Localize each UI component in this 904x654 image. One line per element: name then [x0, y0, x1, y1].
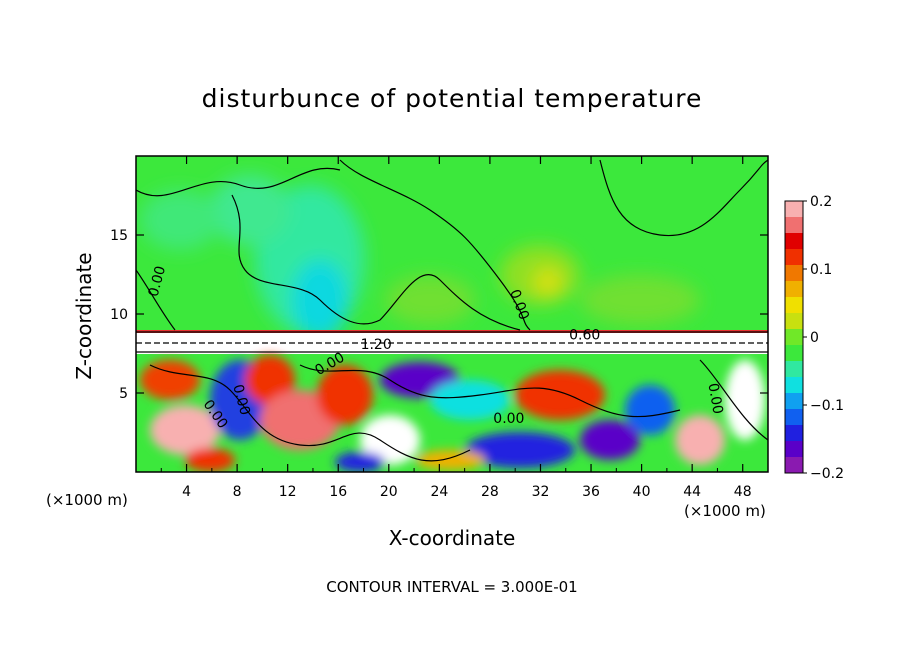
contour-label: 0.00 — [229, 383, 253, 417]
contour-label: 0.00 — [493, 411, 524, 427]
lower-layer-patches — [140, 355, 765, 472]
colorbar-tick-label: −0.1 — [810, 398, 844, 414]
x-tick-label: 12 — [279, 484, 297, 500]
x-tick-label: 48 — [734, 484, 752, 500]
x-tick-label: 8 — [233, 484, 242, 500]
colorbar-tick-label: 0 — [810, 330, 819, 346]
contour-line — [699, 359, 768, 441]
x-tick-label: 36 — [582, 484, 600, 500]
y-axis-ticks: 5 10 15 — [110, 228, 768, 402]
contour-line — [599, 159, 768, 237]
x-axis-label: X-coordinate — [388, 526, 516, 550]
colorbar-scale — [784, 200, 804, 474]
contour-labels: 0.000.000.601.200.000.000.00 0.000.00 — [146, 264, 726, 432]
x-unit-label-left: (×1000 m) — [46, 491, 128, 509]
contour-label: 0.60 — [569, 327, 600, 343]
y-tick-label: 15 — [110, 228, 128, 244]
x-tick-label: 32 — [532, 484, 550, 500]
contour-line — [231, 194, 521, 331]
colorbar-tick-label: 0.1 — [810, 262, 832, 278]
x-tick-label: 20 — [380, 484, 398, 500]
contour-label: 0.00 — [146, 264, 170, 298]
chart-title: disturbunce of potential temperature — [201, 84, 703, 113]
x-tick-label: 44 — [683, 484, 701, 500]
x-tick-label: 40 — [633, 484, 651, 500]
colorbar-ticks: 0.2 0.1 0 −0.1 −0.2 — [803, 194, 844, 482]
x-unit-label-right: (×1000 m) — [684, 502, 766, 520]
contour-line — [149, 364, 471, 462]
contour-line — [339, 159, 531, 331]
x-tick-label: 4 — [182, 484, 191, 500]
interface-band — [136, 330, 768, 354]
contour-label: 0.00 — [704, 382, 725, 415]
contour-interval-note: CONTOUR INTERVAL = 3.000E-01 — [326, 578, 578, 596]
x-axis-ticks: 4 8 12 16 20 24 28 32 36 40 44 48 — [160, 156, 752, 500]
contour-line — [136, 269, 176, 331]
contour-lines — [136, 159, 768, 462]
x-tick-label: 24 — [430, 484, 448, 500]
x-tick-label: 28 — [481, 484, 499, 500]
y-tick-label: 10 — [110, 307, 128, 323]
y-tick-label: 5 — [119, 386, 128, 402]
contour-line — [136, 167, 341, 197]
colorbar-tick-label: 0.2 — [810, 194, 832, 210]
heatmap-field: 0.000.000.601.200.000.000.00 0.000.00 — [136, 156, 768, 472]
x-tick-label: 16 — [329, 484, 347, 500]
contour-label: 1.20 — [361, 337, 392, 353]
colorbar-tick-label: −0.2 — [810, 466, 844, 482]
contour-line — [299, 364, 681, 418]
colorbar: 0.2 0.1 0 −0.1 −0.2 — [784, 194, 844, 482]
